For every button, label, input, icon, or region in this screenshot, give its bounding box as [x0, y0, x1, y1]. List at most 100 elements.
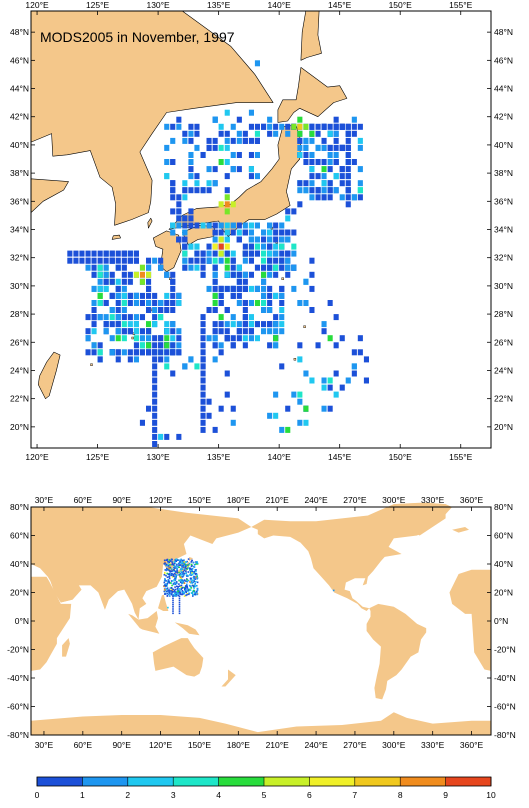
- y-tick-label-left: 32°N: [10, 253, 29, 263]
- observation-cell: [194, 584, 196, 587]
- observation-cell: [146, 257, 152, 264]
- observation-cell: [196, 577, 199, 579]
- observation-cell: [168, 576, 171, 578]
- observation-cell: [297, 300, 303, 306]
- observation-cell: [188, 593, 190, 596]
- observation-cell: [261, 307, 267, 313]
- observation-cell: [187, 590, 190, 592]
- observation-cell: [297, 187, 303, 194]
- observation-cell: [182, 236, 188, 243]
- observation-cell: [146, 300, 152, 306]
- observation-cell: [236, 152, 242, 158]
- observation-cell: [176, 208, 182, 215]
- observation-cell: [189, 581, 191, 583]
- observation-cell: [261, 328, 267, 335]
- observation-cell: [309, 137, 315, 144]
- observation-cell: [333, 137, 339, 144]
- observation-cell: [165, 590, 168, 593]
- observation-cell: [254, 300, 260, 306]
- observation-cell: [315, 342, 321, 349]
- observation-cell: [351, 194, 357, 201]
- observation-cell: [200, 398, 206, 405]
- observation-cell: [186, 593, 188, 596]
- global-ticks: 30°E 30°E 60°E 60°E 90°E 90°E 120°E 120°E 150°E 1…: [7, 495, 516, 750]
- observation-cell: [186, 578, 188, 580]
- observation-cell: [85, 335, 91, 342]
- observation-cell: [254, 130, 260, 137]
- observation-cell: [170, 137, 176, 144]
- observation-cell: [164, 363, 170, 370]
- observation-cell: [191, 559, 193, 562]
- x-tick-label-top: 270°E: [343, 495, 367, 505]
- observation-cell: [85, 328, 91, 335]
- observation-cell: [327, 300, 333, 306]
- observation-cell: [167, 565, 170, 567]
- observation-cell: [175, 574, 177, 577]
- observation-cell: [158, 300, 164, 306]
- observation-cell: [261, 285, 267, 292]
- x-tick-label-top: 135°E: [207, 0, 231, 10]
- observation-cell: [176, 559, 178, 561]
- observation-cell: [230, 314, 236, 321]
- observation-cell: [173, 590, 175, 593]
- observation-cell: [273, 292, 279, 299]
- observation-cell: [173, 570, 176, 572]
- observation-cell: [254, 243, 260, 250]
- observation-cell: [179, 575, 181, 577]
- observation-cell: [351, 370, 357, 377]
- observation-cell: [212, 236, 218, 243]
- y-tick-label-right: 40°N: [494, 559, 513, 569]
- observation-cell: [194, 222, 200, 229]
- observation-cell: [158, 314, 164, 321]
- north-america-landmass: [251, 502, 453, 611]
- observation-cell: [164, 123, 170, 130]
- observation-cell: [230, 321, 236, 328]
- observation-cell: [248, 321, 254, 328]
- observation-cell: [146, 328, 152, 335]
- observation-cell: [206, 307, 212, 313]
- observation-cell: [172, 606, 174, 608]
- observation-cell: [180, 584, 183, 587]
- observation-cell: [172, 575, 175, 577]
- observation-cell: [321, 321, 327, 328]
- observation-cell: [170, 285, 176, 292]
- observation-cell: [178, 601, 181, 604]
- observation-cell: [152, 349, 158, 356]
- y-tick-label-right: 80°N: [494, 502, 513, 512]
- observation-cell: [163, 579, 166, 582]
- observation-cell: [206, 243, 212, 250]
- observation-cell: [291, 250, 297, 257]
- observation-cell: [109, 349, 115, 356]
- observation-cell: [188, 589, 191, 591]
- observation-cell: [186, 568, 189, 570]
- observation-cell: [285, 264, 291, 271]
- observation-cell: [230, 166, 236, 173]
- observation-cell: [181, 582, 183, 585]
- observation-cell: [178, 588, 181, 590]
- observation-cell: [173, 589, 176, 592]
- observation-cell: [115, 278, 121, 285]
- observation-cell: [273, 335, 279, 342]
- observation-cell: [200, 250, 206, 257]
- observation-cell: [183, 564, 185, 567]
- observation-cell: [230, 257, 236, 264]
- observation-cell: [224, 144, 230, 151]
- observation-cell: [315, 187, 321, 194]
- x-tick-label-bottom: 30°E: [35, 740, 54, 750]
- observation-cell: [181, 591, 183, 593]
- observation-cell: [194, 264, 200, 271]
- y-tick-label-right: 38°N: [494, 168, 513, 178]
- observation-cell: [170, 222, 176, 229]
- observation-cell: [357, 335, 363, 342]
- observation-cell: [224, 130, 230, 137]
- observation-cell: [180, 577, 183, 580]
- observation-cell: [248, 250, 254, 257]
- observation-cell: [164, 300, 170, 306]
- observation-cell: [182, 250, 188, 257]
- observation-cell: [175, 558, 178, 560]
- observation-cell: [183, 561, 185, 563]
- observation-cell: [191, 582, 194, 584]
- observation-cell: [218, 292, 224, 299]
- observation-cell: [212, 180, 218, 187]
- observation-cell: [152, 384, 158, 391]
